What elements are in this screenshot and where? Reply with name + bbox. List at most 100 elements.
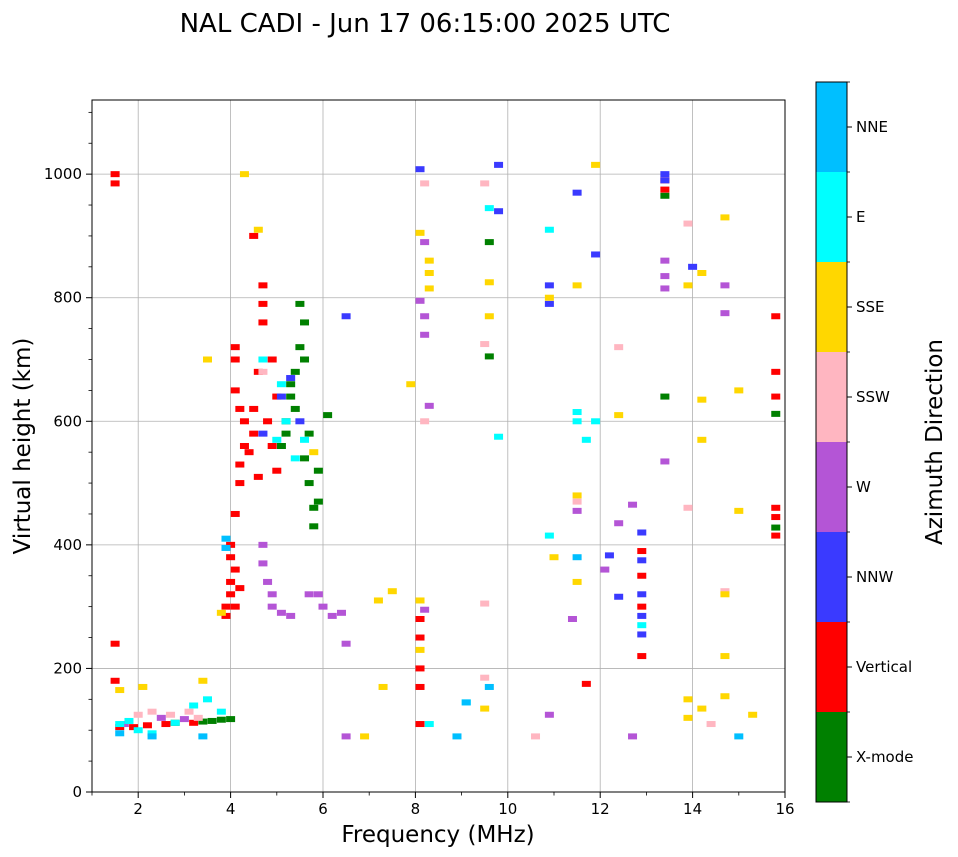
data-point (480, 705, 490, 712)
data-point (323, 412, 333, 419)
data-point (415, 297, 425, 304)
colorbar-label: Azimuth Direction (922, 339, 948, 545)
data-point (230, 566, 240, 573)
data-point (572, 189, 582, 196)
data-point (300, 319, 310, 326)
x-tick-label: 8 (411, 800, 421, 818)
data-point (480, 341, 490, 348)
data-point (544, 532, 554, 539)
data-point (544, 300, 554, 307)
data-point (267, 603, 277, 610)
colorbar-segment (816, 172, 847, 262)
data-point (660, 285, 670, 292)
data-point (290, 405, 300, 412)
data-point (133, 727, 143, 734)
colorbar-segment (816, 82, 847, 172)
x-tick-label: 16 (775, 800, 794, 818)
data-point (771, 368, 781, 375)
data-point (706, 721, 716, 728)
data-point (567, 616, 577, 622)
data-point (230, 603, 240, 610)
data-point (249, 232, 259, 239)
data-point (276, 443, 286, 449)
data-point (179, 716, 189, 723)
data-point (494, 161, 504, 168)
data-point (235, 480, 245, 487)
data-point (115, 730, 125, 737)
colorbar: X-mode Vertical NNW W SSW SSE E NNE (815, 81, 913, 803)
data-point (452, 733, 462, 740)
series-vertical (110, 171, 781, 731)
data-point (544, 282, 554, 289)
data-point (235, 461, 245, 468)
data-point (614, 520, 624, 527)
data-point (244, 449, 254, 456)
data-point (544, 294, 554, 301)
data-point (734, 387, 744, 394)
data-point (771, 393, 781, 400)
data-point (336, 609, 346, 616)
data-point (216, 716, 226, 723)
data-point (276, 393, 286, 400)
data-point (142, 722, 152, 729)
data-point (198, 677, 208, 684)
data-point (415, 634, 425, 641)
data-point (258, 356, 268, 363)
colorbar-segment (816, 352, 847, 442)
data-point (239, 418, 249, 425)
x-tick-label: 2 (133, 800, 143, 818)
data-point (614, 344, 624, 351)
data-point (156, 714, 166, 721)
data-point (494, 208, 504, 215)
data-point (637, 548, 647, 555)
data-point (660, 393, 670, 400)
data-point (420, 606, 430, 613)
data-point (415, 665, 425, 672)
data-point (688, 263, 698, 270)
data-point (263, 418, 273, 425)
data-point (226, 591, 236, 598)
data-point (258, 300, 268, 307)
data-point (660, 192, 670, 199)
data-point (637, 631, 647, 638)
data-point (424, 285, 434, 292)
data-point (484, 239, 494, 246)
data-point (147, 708, 157, 715)
data-point (184, 708, 194, 715)
data-point (660, 171, 670, 178)
data-point (660, 273, 670, 280)
data-point (734, 733, 744, 740)
data-point (720, 214, 730, 221)
data-point (235, 405, 245, 412)
x-tick-label: 6 (318, 800, 328, 818)
data-point (263, 578, 273, 585)
series-nnw (258, 161, 698, 638)
data-point (239, 171, 249, 178)
data-point (110, 171, 120, 178)
data-point (226, 541, 236, 548)
data-point (267, 356, 277, 363)
data-point (272, 436, 282, 443)
data-point (249, 405, 259, 412)
data-point (221, 603, 231, 610)
colorbar-tick-label: W (856, 478, 871, 496)
data-point (378, 683, 388, 690)
data-point (272, 467, 282, 474)
data-point (309, 523, 319, 530)
data-point (734, 507, 744, 514)
data-point (295, 418, 305, 425)
data-point (216, 708, 226, 715)
data-point (415, 229, 425, 236)
data-point (591, 418, 601, 425)
data-point (628, 733, 638, 740)
chart-title: NAL CADI - Jun 17 06:15:00 2025 UTC (180, 9, 671, 39)
data-point (230, 344, 240, 351)
series-e (115, 205, 647, 737)
data-point (230, 510, 240, 517)
data-point (604, 552, 614, 559)
data-point (683, 282, 693, 289)
data-point (549, 554, 559, 561)
data-point (272, 393, 282, 400)
data-point (198, 718, 208, 725)
data-point (581, 436, 591, 443)
